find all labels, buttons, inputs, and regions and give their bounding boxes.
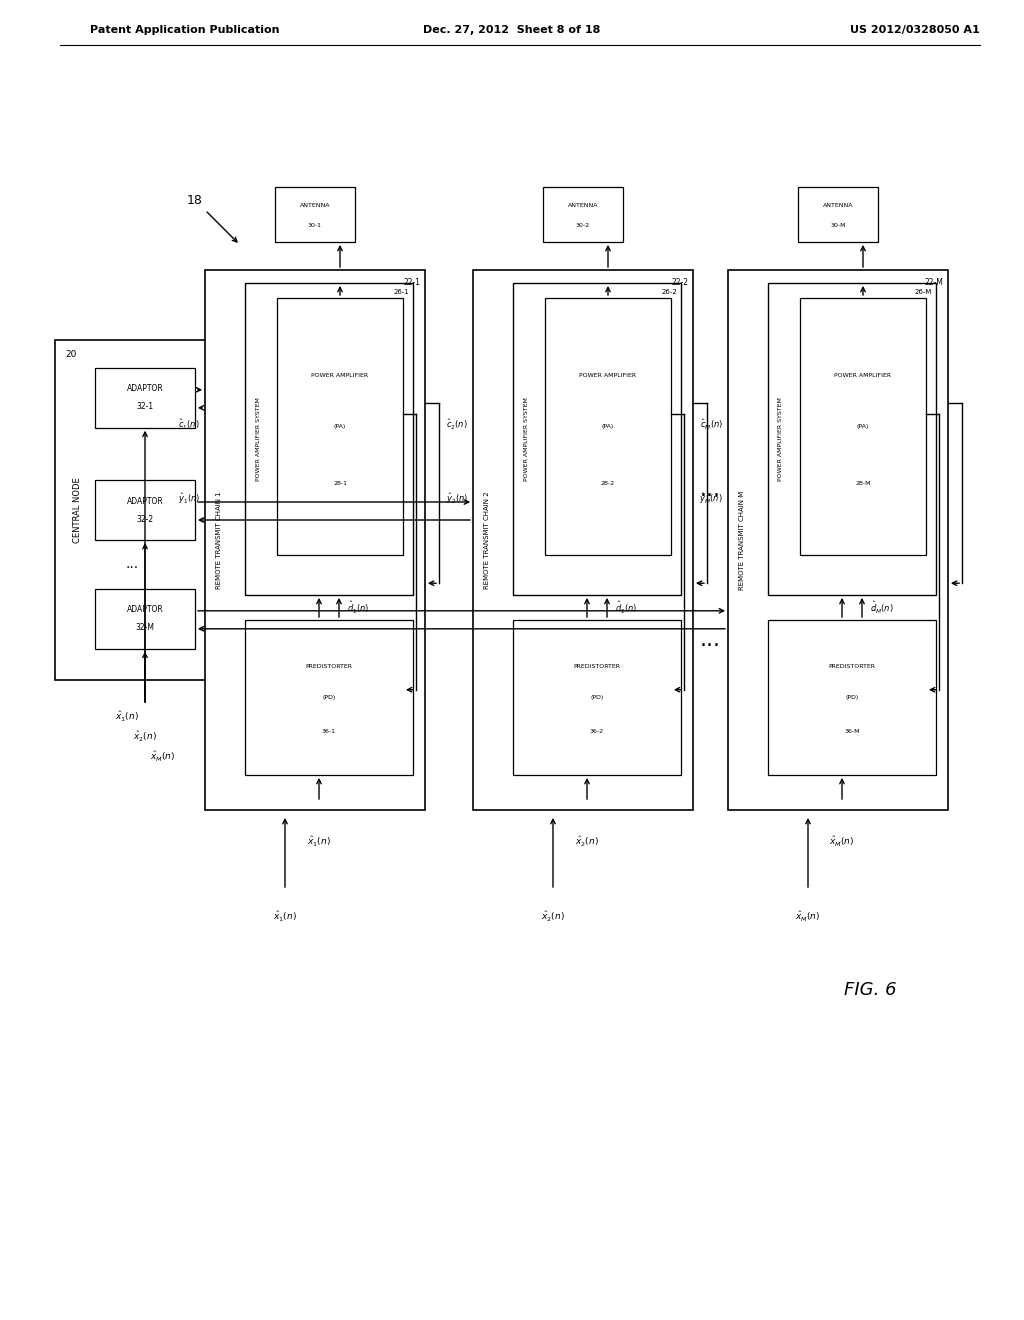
Text: ...: ...: [126, 557, 139, 572]
Text: 26-1: 26-1: [393, 289, 409, 294]
Text: ...: ...: [700, 480, 721, 500]
Text: 32-2: 32-2: [136, 515, 154, 524]
Text: 32-M: 32-M: [135, 623, 155, 632]
Bar: [245, 620, 413, 775]
Text: FIG. 6: FIG. 6: [844, 981, 896, 999]
Text: 22-2: 22-2: [671, 279, 688, 286]
Bar: [798, 187, 878, 242]
Text: $\hat{x}_1(n)$: $\hat{x}_1(n)$: [273, 909, 297, 924]
Text: 30-1: 30-1: [308, 223, 322, 228]
Text: CENTRAL NODE: CENTRAL NODE: [73, 477, 82, 543]
Bar: [543, 187, 623, 242]
Text: $\hat{x}_2(n)$: $\hat{x}_2(n)$: [575, 836, 599, 849]
Bar: [278, 298, 403, 554]
Text: POWER AMPLIFIER: POWER AMPLIFIER: [580, 372, 637, 378]
Text: ANTENNA: ANTENNA: [567, 203, 598, 207]
Text: $\hat{d}_M(n)$: $\hat{d}_M(n)$: [870, 599, 894, 615]
Text: $\hat{y}_2(n)$: $\hat{y}_2(n)$: [445, 491, 468, 506]
Bar: [800, 298, 926, 554]
Text: POWER AMPLIFIER: POWER AMPLIFIER: [311, 372, 369, 378]
Text: $\hat{y}_1(n)$: $\hat{y}_1(n)$: [177, 491, 200, 506]
Text: 26-2: 26-2: [662, 289, 677, 294]
Text: ADAPTOR: ADAPTOR: [127, 606, 164, 614]
Text: $\hat{c}_M(n)$: $\hat{c}_M(n)$: [699, 418, 723, 433]
Text: $\hat{c}_1(n)$: $\hat{c}_1(n)$: [178, 418, 200, 433]
Bar: [545, 298, 671, 554]
Text: $\hat{c}_2(n)$: $\hat{c}_2(n)$: [446, 418, 468, 433]
Text: 30-M: 30-M: [830, 223, 846, 228]
Text: $\hat{x}_2(n)$: $\hat{x}_2(n)$: [133, 730, 157, 744]
Bar: [473, 271, 693, 810]
Text: POWER AMPLIFIER SYSTEM: POWER AMPLIFIER SYSTEM: [523, 397, 528, 480]
Bar: [205, 271, 425, 810]
Text: 32-1: 32-1: [136, 403, 154, 412]
Text: 36-M: 36-M: [844, 729, 860, 734]
Text: 28-1: 28-1: [333, 480, 347, 486]
Text: PREDISTORTER: PREDISTORTER: [573, 664, 621, 669]
Text: $\hat{x}_M(n)$: $\hat{x}_M(n)$: [151, 750, 176, 764]
Text: $\hat{x}_M(n)$: $\hat{x}_M(n)$: [829, 836, 855, 849]
Text: $\hat{d}_2(n)$: $\hat{d}_2(n)$: [615, 599, 638, 615]
Text: 22-M: 22-M: [924, 279, 943, 286]
Bar: [768, 620, 936, 775]
Bar: [513, 282, 681, 595]
Text: ADAPTOR: ADAPTOR: [127, 384, 164, 393]
Text: 36-2: 36-2: [590, 729, 604, 734]
Bar: [95, 480, 195, 540]
Text: 36-1: 36-1: [322, 729, 336, 734]
Text: (PD): (PD): [846, 696, 859, 700]
Text: PREDISTORTER: PREDISTORTER: [828, 664, 876, 669]
Text: $\hat{x}_2(n)$: $\hat{x}_2(n)$: [541, 909, 565, 924]
Text: POWER AMPLIFIER SYSTEM: POWER AMPLIFIER SYSTEM: [256, 397, 260, 480]
Text: (PA): (PA): [857, 424, 869, 429]
Text: US 2012/0328050 A1: US 2012/0328050 A1: [850, 25, 980, 36]
Bar: [95, 368, 195, 428]
Bar: [275, 187, 355, 242]
Text: POWER AMPLIFIER SYSTEM: POWER AMPLIFIER SYSTEM: [778, 397, 783, 480]
Bar: [245, 282, 413, 595]
Text: 30-2: 30-2: [575, 223, 590, 228]
Bar: [728, 271, 948, 810]
Text: (PA): (PA): [334, 424, 346, 429]
Text: $\hat{y}_M(n)$: $\hat{y}_M(n)$: [699, 491, 723, 506]
Text: $\hat{x}_1(n)$: $\hat{x}_1(n)$: [307, 836, 331, 849]
Text: ANTENNA: ANTENNA: [300, 203, 331, 207]
Text: (PA): (PA): [602, 424, 614, 429]
Text: (PD): (PD): [323, 696, 336, 700]
Text: REMOTE TRANSMIT CHAIN 1: REMOTE TRANSMIT CHAIN 1: [216, 491, 222, 589]
Bar: [513, 620, 681, 775]
Text: 28-M: 28-M: [855, 480, 870, 486]
Bar: [768, 282, 936, 595]
Text: 20: 20: [65, 350, 77, 359]
Text: 26-M: 26-M: [914, 289, 932, 294]
Text: $\hat{d}_1(n)$: $\hat{d}_1(n)$: [347, 599, 370, 615]
Text: 28-2: 28-2: [601, 480, 615, 486]
Text: $\hat{x}_M(n)$: $\hat{x}_M(n)$: [796, 909, 820, 924]
Text: (PD): (PD): [591, 696, 603, 700]
Bar: [95, 589, 195, 649]
Text: 22-1: 22-1: [403, 279, 420, 286]
Text: $\hat{x}_1(n)$: $\hat{x}_1(n)$: [115, 710, 139, 725]
Text: PREDISTORTER: PREDISTORTER: [305, 664, 352, 669]
Text: ...: ...: [700, 630, 721, 649]
Text: ADAPTOR: ADAPTOR: [127, 496, 164, 506]
Text: REMOTE TRANSMIT CHAIN M: REMOTE TRANSMIT CHAIN M: [739, 490, 745, 590]
Text: ANTENNA: ANTENNA: [822, 203, 853, 207]
Bar: [55, 341, 210, 680]
Text: POWER AMPLIFIER: POWER AMPLIFIER: [835, 372, 892, 378]
Text: Dec. 27, 2012  Sheet 8 of 18: Dec. 27, 2012 Sheet 8 of 18: [423, 25, 601, 36]
Text: 18: 18: [187, 194, 203, 206]
Text: Patent Application Publication: Patent Application Publication: [90, 25, 280, 36]
Text: REMOTE TRANSMIT CHAIN 2: REMOTE TRANSMIT CHAIN 2: [484, 491, 490, 589]
